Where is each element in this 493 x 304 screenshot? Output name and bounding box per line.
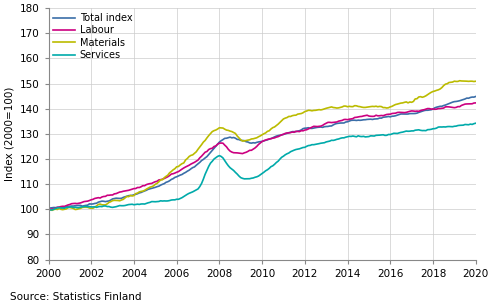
Materials xyxy=(391,103,397,107)
Materials xyxy=(291,113,297,117)
Total index xyxy=(389,114,395,118)
Labour xyxy=(94,196,100,200)
Text: Source: Statistics Finland: Source: Statistics Finland xyxy=(10,292,141,302)
Services xyxy=(94,206,100,209)
Line: Materials: Materials xyxy=(48,81,476,210)
Line: Services: Services xyxy=(48,123,476,210)
Services xyxy=(289,149,295,153)
Materials xyxy=(473,79,479,83)
Total index xyxy=(360,118,366,122)
Y-axis label: Index (2000=100): Index (2000=100) xyxy=(4,87,14,181)
Line: Total index: Total index xyxy=(48,96,476,208)
Materials xyxy=(45,208,51,212)
Labour xyxy=(467,102,473,106)
Total index xyxy=(45,206,51,210)
Total index xyxy=(467,96,473,99)
Legend: Total index, Labour, Materials, Services: Total index, Labour, Materials, Services xyxy=(51,11,134,62)
Materials xyxy=(95,203,101,206)
Services xyxy=(45,208,51,212)
Services xyxy=(473,121,479,125)
Total index xyxy=(208,150,213,154)
Total index xyxy=(94,201,100,205)
Services xyxy=(389,132,395,136)
Labour xyxy=(208,147,213,150)
Materials xyxy=(471,80,477,83)
Materials xyxy=(362,105,368,109)
Total index xyxy=(473,95,479,98)
Labour xyxy=(389,112,395,115)
Total index xyxy=(289,130,295,133)
Labour xyxy=(473,101,479,105)
Labour xyxy=(360,114,366,118)
Line: Labour: Labour xyxy=(48,103,476,209)
Services xyxy=(208,161,213,165)
Materials xyxy=(210,130,215,133)
Materials xyxy=(49,209,55,212)
Labour xyxy=(45,208,51,211)
Services xyxy=(467,122,473,126)
Materials xyxy=(457,79,462,82)
Services xyxy=(360,135,366,138)
Labour xyxy=(289,130,295,134)
